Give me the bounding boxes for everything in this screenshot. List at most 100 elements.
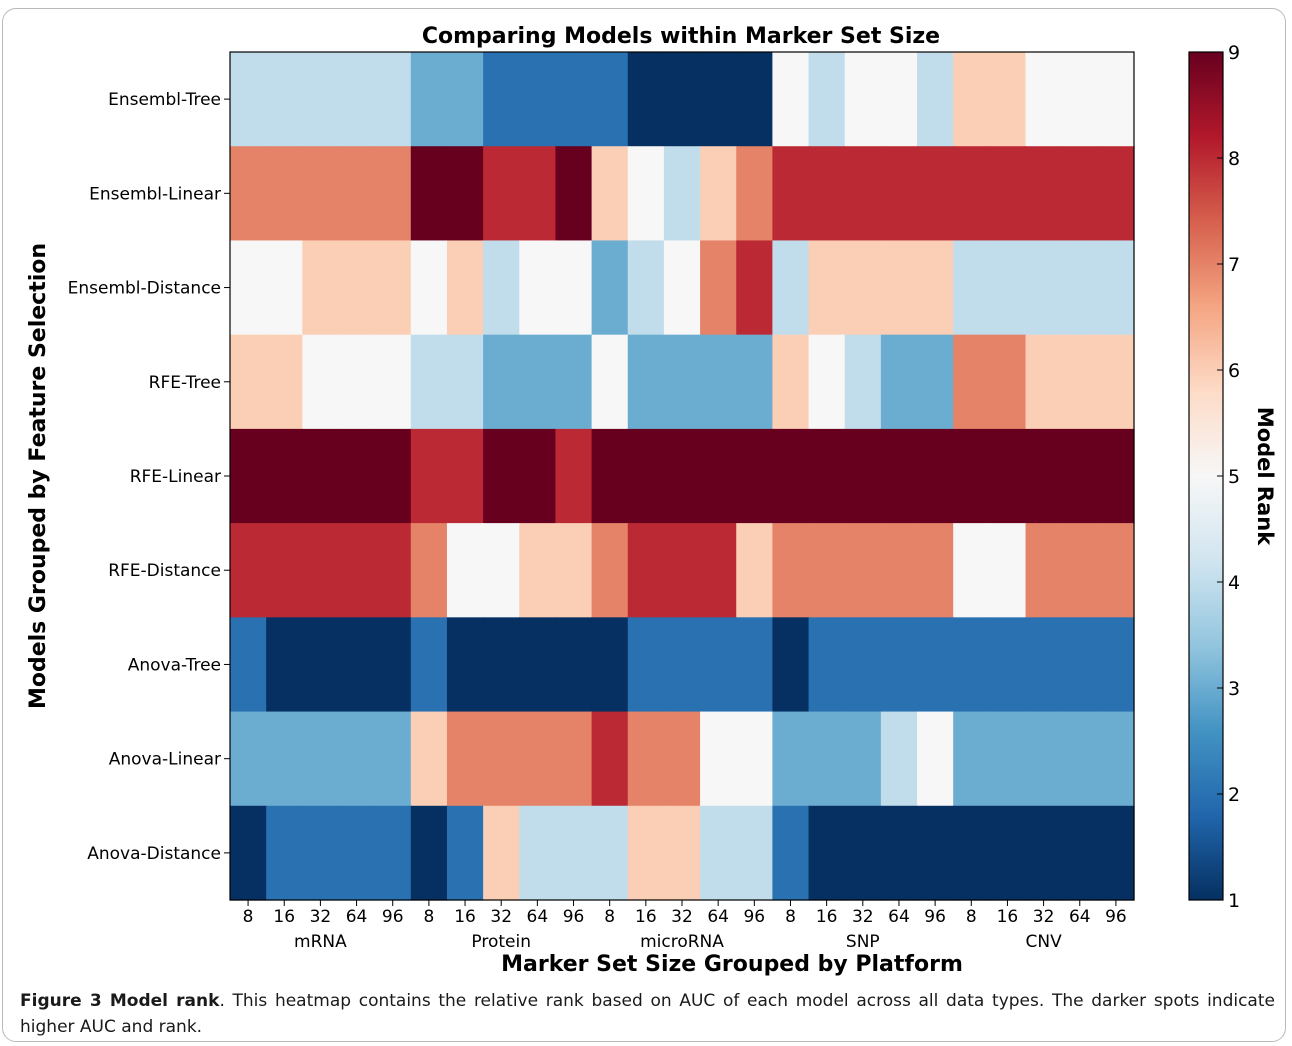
- heatmap-cell: [591, 617, 629, 713]
- heatmap-cell: [410, 428, 448, 524]
- heatmap-cell: [1025, 334, 1063, 430]
- heatmap-cell: [953, 805, 990, 901]
- caption-label: Figure 3 Model rank: [20, 991, 220, 1011]
- heatmap-cell: [1097, 617, 1135, 713]
- heatmap-cell: [880, 711, 918, 807]
- column-label: 16: [816, 907, 838, 927]
- heatmap-cell: [374, 523, 412, 618]
- heatmap-cell: [700, 617, 737, 713]
- colorbar-tick-label: 9: [1228, 42, 1240, 64]
- heatmap-cell: [772, 805, 810, 901]
- heatmap-cell: [374, 711, 412, 807]
- row-label: Ensembl-Distance: [68, 279, 221, 299]
- heatmap-cell: [917, 146, 954, 242]
- heatmap-cell: [519, 617, 557, 713]
- column-label: 8: [785, 907, 796, 927]
- heatmap-cell: [483, 428, 520, 524]
- heatmap-cell: [736, 52, 773, 147]
- heatmap-cells: [230, 52, 1135, 901]
- heatmap-cell: [953, 52, 990, 147]
- column-label: 32: [310, 907, 332, 927]
- column-label: 64: [527, 907, 549, 927]
- heatmap-cell: [917, 52, 954, 147]
- heatmap-cell: [1025, 617, 1063, 713]
- heatmap-cell: [410, 240, 448, 336]
- group-label: mRNA: [294, 932, 347, 952]
- heatmap-cell: [302, 523, 340, 618]
- colorbar-tick-label: 2: [1228, 784, 1240, 806]
- heatmap-cell: [338, 805, 376, 901]
- heatmap-cell: [1061, 334, 1099, 430]
- heatmap-cell: [446, 428, 484, 524]
- column-label: 8: [243, 907, 254, 927]
- heatmap-cell: [410, 523, 448, 618]
- row-labels: Ensembl-Tree Ensembl-Linear Ensembl-Distan…: [68, 90, 230, 864]
- heatmap-cell: [446, 334, 484, 430]
- heatmap-cell: [627, 523, 665, 618]
- heatmap-cell: [410, 334, 448, 430]
- heatmap-cell: [917, 805, 954, 901]
- heatmap-cell: [736, 334, 773, 430]
- heatmap-cell: [483, 617, 520, 713]
- heatmap-cell: [374, 805, 412, 901]
- column-label: 96: [563, 907, 585, 927]
- heatmap-cell: [700, 523, 737, 618]
- heatmap-cell: [266, 805, 303, 901]
- group-label: CNV: [1025, 932, 1062, 952]
- heatmap-cell: [374, 428, 412, 524]
- heatmap-cell: [736, 240, 773, 336]
- heatmap-cell: [483, 805, 520, 901]
- heatmap-cell: [266, 711, 303, 807]
- heatmap-cell: [555, 805, 593, 901]
- figure-caption: Figure 3 Model rank. This heatmap contai…: [20, 988, 1275, 1040]
- heatmap-cell: [663, 711, 701, 807]
- heatmap-cell: [374, 240, 412, 336]
- heatmap-cell: [519, 523, 557, 618]
- heatmap-cell: [483, 146, 520, 242]
- colorbar-tick-label: 8: [1228, 148, 1240, 170]
- chart-title: Comparing Models within Marker Set Size: [422, 24, 940, 49]
- column-label: 32: [490, 907, 512, 927]
- heatmap-cell: [591, 146, 629, 242]
- heatmap-cell: [772, 334, 810, 430]
- heatmap-cell: [736, 805, 773, 901]
- heatmap-cell: [519, 711, 557, 807]
- heatmap-cell: [302, 428, 340, 524]
- heatmap-cell: [808, 146, 846, 242]
- heatmap-cell: [1097, 523, 1135, 618]
- row-label: Ensembl-Tree: [108, 90, 221, 110]
- heatmap-cell: [266, 428, 303, 524]
- heatmap-cell: [917, 711, 954, 807]
- heatmap-cell: [230, 523, 267, 618]
- heatmap-cell: [591, 711, 629, 807]
- heatmap-cell: [555, 711, 593, 807]
- heatmap-cell: [1097, 334, 1135, 430]
- heatmap-cell: [808, 805, 846, 901]
- heatmap-cell: [483, 711, 520, 807]
- heatmap-cell: [266, 523, 303, 618]
- heatmap-cell: [1025, 523, 1063, 618]
- colorbar-tick-label: 6: [1228, 360, 1240, 382]
- heatmap-cell: [989, 805, 1027, 901]
- colorbar-tick-label: 4: [1228, 572, 1240, 594]
- heatmap-cell: [844, 711, 882, 807]
- heatmap-cell: [627, 711, 665, 807]
- heatmap-cell: [700, 52, 737, 147]
- heatmap-cell: [953, 711, 990, 807]
- heatmap-cell: [917, 334, 954, 430]
- heatmap-cell: [266, 334, 303, 430]
- heatmap-cell: [663, 52, 701, 147]
- heatmap-cell: [338, 240, 376, 336]
- column-label: 32: [671, 907, 693, 927]
- heatmap-cell: [338, 523, 376, 618]
- heatmap-cell: [230, 711, 267, 807]
- heatmap-cell: [1097, 428, 1135, 524]
- heatmap-cell: [338, 146, 376, 242]
- heatmap-cell: [772, 428, 810, 524]
- heatmap-cell: [700, 428, 737, 524]
- heatmap-cell: [374, 617, 412, 713]
- heatmap-cell: [1061, 617, 1099, 713]
- column-label: 16: [635, 907, 657, 927]
- heatmap-cell: [663, 240, 701, 336]
- heatmap-cell: [1097, 711, 1135, 807]
